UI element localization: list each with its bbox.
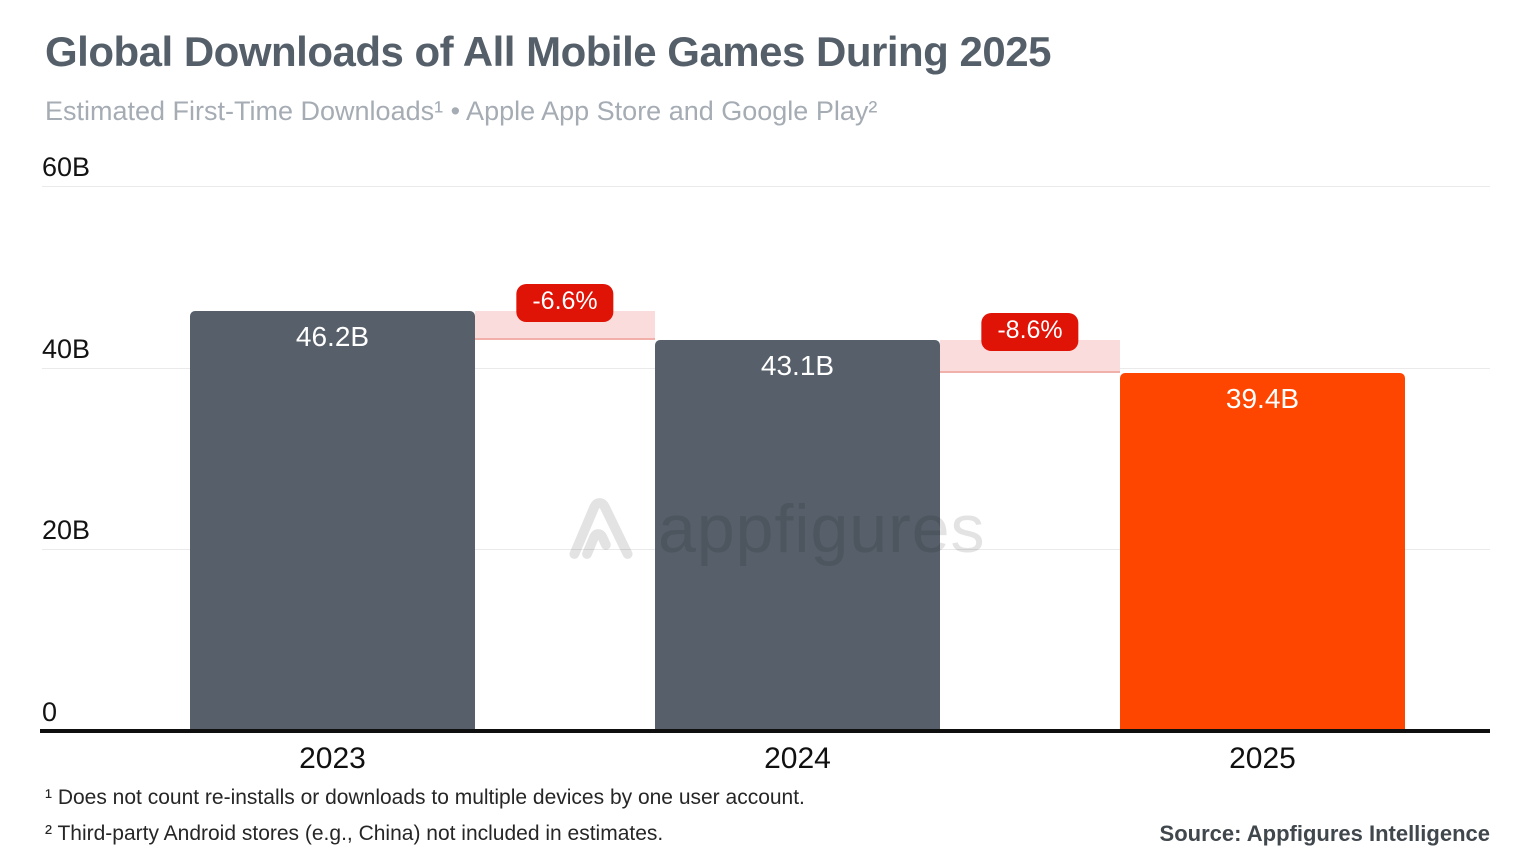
y-axis-tick-label: 40B: [42, 333, 91, 364]
footnote-1: ¹ Does not count re-installs or download…: [45, 786, 805, 809]
y-axis-tick-label: 0: [42, 697, 58, 727]
x-axis-tick-label: 2023: [299, 742, 366, 775]
y-axis-tick-label: 20B: [42, 515, 91, 546]
bar-2025: 39.4B: [1120, 373, 1405, 731]
x-axis-line: [40, 729, 1490, 733]
footnote-2: ² Third-party Android stores (e.g., Chin…: [45, 822, 664, 845]
bar-value-label: 46.2B: [295, 321, 370, 353]
source-credit: Source: Appfigures Intelligence: [1159, 821, 1490, 846]
delta-badge: -8.6%: [981, 312, 1079, 351]
y-axis-tick-label: 60B: [42, 152, 91, 182]
x-axis-tick-label: 2025: [1229, 742, 1296, 775]
y-gridline: [42, 186, 1490, 187]
page-subtitle: Estimated First-Time Downloads¹ • Apple …: [45, 96, 878, 126]
bar-value-label: 39.4B: [1225, 383, 1300, 415]
delta-badge: -6.6%: [516, 284, 614, 323]
bar-value-label: 43.1B: [760, 349, 835, 381]
bar-2023: 46.2B: [190, 311, 475, 731]
x-axis-tick-label: 2024: [764, 742, 831, 775]
page-title: Global Downloads of All Mobile Games Dur…: [45, 28, 1051, 75]
bar-2024: 43.1B: [655, 339, 940, 731]
